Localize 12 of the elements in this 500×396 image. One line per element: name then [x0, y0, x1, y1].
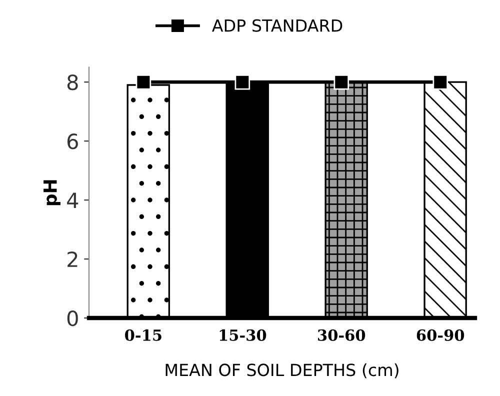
x-tick-label: 15-30: [220, 329, 266, 341]
legend-label: ADP STANDARD: [212, 19, 342, 32]
x-axis-title: MEAN OF SOIL DEPTHS (cm): [166, 363, 398, 378]
y-tick-label: 8: [67, 74, 78, 90]
y-tick-label: 4: [67, 192, 78, 208]
x-tick-label: 30-60: [318, 329, 366, 341]
x-tick-label: 60-90: [416, 329, 464, 341]
y-axis-title: pH: [44, 180, 60, 206]
x-tick-label: 0-15: [125, 329, 162, 341]
y-tick-label: 0: [67, 310, 78, 326]
y-tick-label: 2: [68, 251, 78, 267]
y-tick-label: 6: [67, 134, 78, 150]
